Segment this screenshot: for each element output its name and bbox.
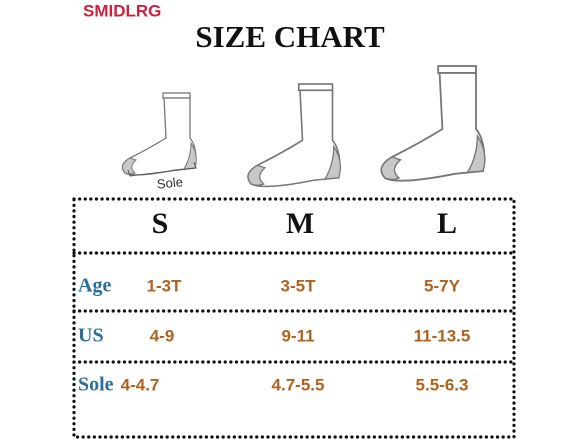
brand: SMIDLRG xyxy=(83,1,161,20)
cell-value: 9-11 xyxy=(281,326,314,345)
sock-medium xyxy=(247,83,342,188)
cell-value: 1-3T xyxy=(147,276,183,295)
cell-value: 4-9 xyxy=(150,326,175,345)
cell-value: 5.5-6.3 xyxy=(416,375,469,394)
sole-label: Sole xyxy=(156,174,183,192)
table: S M L Age 1-3T 3-5T 5-7Y US 4-9 9-11 11-13.5 Sole 4-… xyxy=(78,207,470,396)
column-header: M xyxy=(286,207,314,240)
cell-value: 11-13.5 xyxy=(414,326,471,345)
sole-bracket xyxy=(127,161,197,177)
column-header: L xyxy=(437,207,457,240)
row-label: Sole xyxy=(78,374,114,396)
cell-value: 5-7Y xyxy=(424,276,461,295)
cell-value: 4.7-5.5 xyxy=(272,375,325,394)
column-header: S xyxy=(152,207,169,240)
sock-large xyxy=(380,65,486,182)
title: SIZE CHART xyxy=(195,19,385,54)
row-label: Age xyxy=(78,275,111,297)
row-label: US xyxy=(78,325,104,347)
sock-small xyxy=(121,92,197,176)
cell-value: 3-5T xyxy=(281,276,317,295)
table-border xyxy=(72,197,516,439)
cell-value: 4-4.7 xyxy=(121,375,160,394)
